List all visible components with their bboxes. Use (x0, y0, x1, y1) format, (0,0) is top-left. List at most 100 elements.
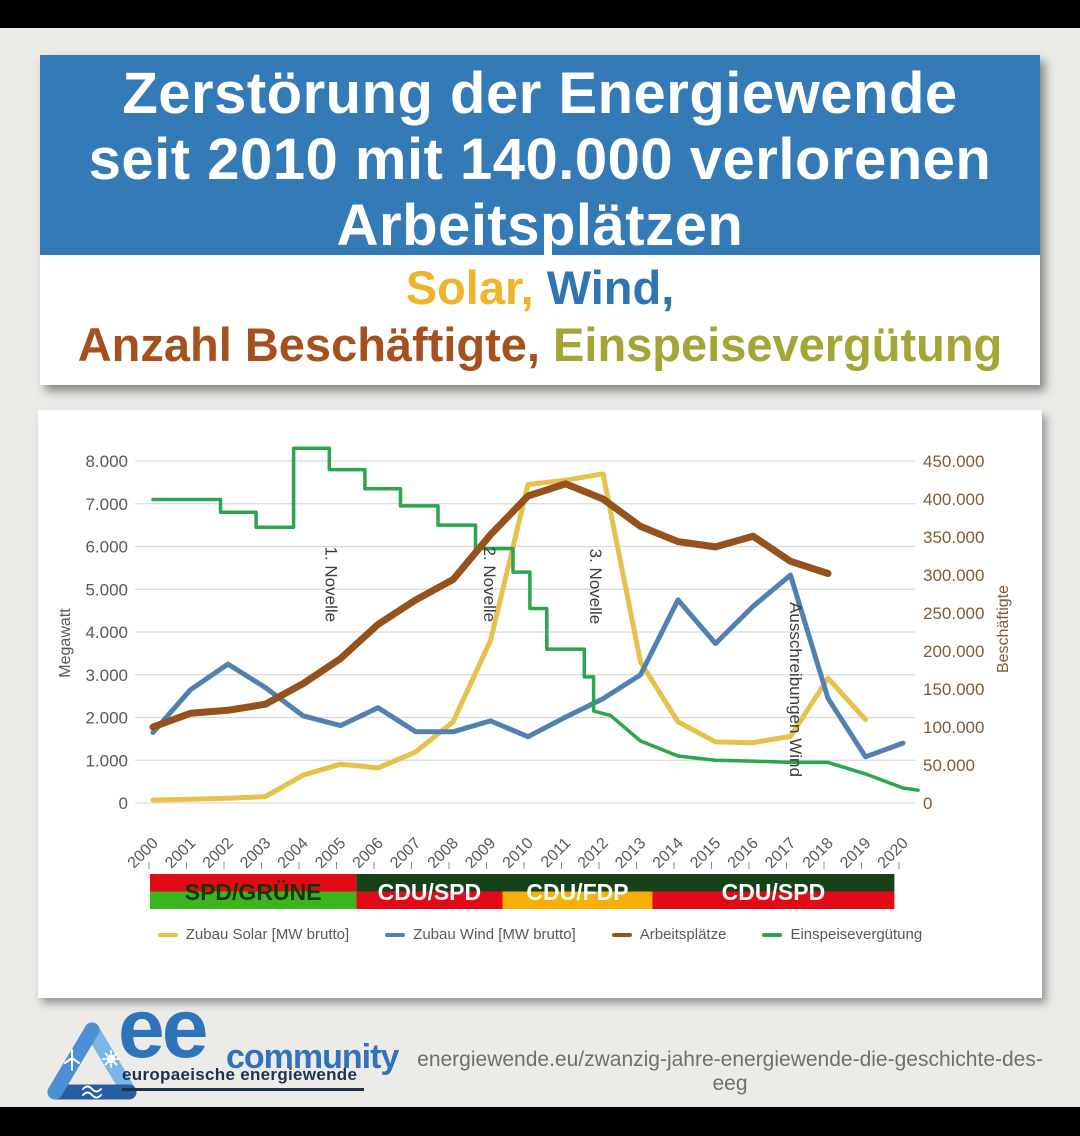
x-axis-year-label: 2006 (350, 835, 387, 872)
source-url: energiewende.eu/zwanzig-jahre-energiewen… (417, 1048, 1043, 1095)
x-axis-year-label: 2015 (687, 835, 724, 872)
left-axis-tick-label: 5.000 (85, 580, 128, 599)
legend-label: Arbeitsplätze (639, 926, 727, 943)
legend-dash-icon (157, 932, 178, 937)
coalition-label: SPD/GRÜNE (185, 879, 322, 905)
right-axis-tick-label: 0 (923, 794, 932, 813)
subtitle-segment: Wind, (546, 261, 675, 314)
x-axis-year-label: 2008 (425, 835, 462, 872)
left-axis-tick-label: 8.000 (85, 452, 128, 471)
chart-annotation: Ausschreibungen Wind (786, 602, 805, 777)
series-zubau-solar-mw-brutto- (150, 471, 868, 803)
right-axis-tick-label: 250.000 (923, 604, 984, 623)
subtitle-segment: Anzahl Beschäftigte, (77, 318, 554, 371)
coalition-bar-top (502, 874, 653, 892)
x-axis-year-label: 2001 (162, 835, 199, 872)
x-axis-year-label: 2012 (575, 835, 612, 872)
content-panel: Zerstörung der Energiewende seit 2010 mi… (0, 28, 1080, 1107)
right-axis-tick-label: 100.000 (923, 718, 984, 737)
coalition-label: CDU/SPD (722, 879, 826, 905)
coalition-bar-top (150, 874, 357, 892)
logo-sun-icon (102, 1050, 120, 1068)
right-axis-tick-label: 200.000 (923, 642, 984, 661)
x-axis-year-label: 2010 (500, 835, 537, 872)
x-axis-year-label: 2007 (387, 835, 424, 872)
x-axis-year-label: 2017 (762, 835, 799, 872)
brand-name-suffix: community (226, 1038, 399, 1076)
right-axis-tick-label: 400.000 (923, 490, 984, 509)
left-axis-tick-label: 2.000 (85, 709, 128, 728)
brand-logo-icon (47, 1022, 137, 1100)
legend-dash-icon (611, 932, 632, 937)
legend-label: Zubau Wind [MW brutto] (413, 926, 576, 943)
x-axis-year-label: 2019 (837, 835, 874, 872)
legend-label: Zubau Solar [MW brutto] (185, 926, 350, 943)
coalition-label: CDU/SPD (378, 879, 482, 905)
coalition-bar-bottom (356, 891, 503, 909)
right-axis-tick-label: 150.000 (923, 680, 984, 699)
x-axis-year-label: 2003 (237, 835, 274, 872)
left-axis-tick-label: 1.000 (85, 751, 128, 770)
legend-item: Zubau Solar [MW brutto] (157, 926, 350, 943)
title-line-3: Arbeitsplätzen (336, 193, 744, 258)
right-axis-tick-label: 300.000 (923, 566, 984, 585)
brand-underline (122, 1088, 364, 1091)
logo-wind-turbine-icon (64, 1049, 80, 1071)
left-axis-tick-label: 3.000 (85, 666, 128, 685)
x-axis-year-label: 2009 (462, 835, 499, 872)
brand-tagline: europaeische energiewende (122, 1065, 358, 1084)
chart-card: 0 1.000 2.000 3.000 4.000 5.000 6.000 7.000 8.00… (38, 410, 1042, 998)
legend-item: Einspeisevergütung (762, 926, 922, 943)
right-axis-tick-label: 50.000 (923, 756, 975, 775)
x-axis-year-label: 2013 (612, 835, 649, 872)
legend-dash-icon (762, 932, 783, 937)
legend-item: Zubau Wind [MW brutto] (385, 926, 576, 943)
x-axis-year-label: 2014 (650, 835, 687, 872)
header-card: Zerstörung der Energiewende seit 2010 mi… (40, 55, 1040, 385)
right-axis-tick-label: 450.000 (923, 452, 984, 471)
footer: ee community europaeische energiewende e… (0, 986, 1080, 1107)
subtitle: Solar, Wind, Anzahl Beschäftigte, Einspei… (40, 255, 1040, 385)
series-einspeiseverg-tung (151, 446, 920, 792)
coalition-bar-top (356, 874, 503, 892)
subtitle-line-1: Solar, Wind, (40, 259, 1040, 316)
coalition-label: CDU/FDP (526, 879, 628, 905)
chart-legend: Zubau Solar [MW brutto] Zubau Wind [MW br… (38, 926, 1042, 943)
right-axis-title: Beschäftigte (995, 585, 1012, 673)
x-axis-year-label: 2005 (312, 835, 349, 872)
left-axis-tick-label: 6.000 (85, 538, 128, 557)
chart-annotation: 1. Novelle (322, 547, 341, 623)
title-line-1: Zerstörung der Energiewende (122, 61, 958, 126)
left-axis-tick-label: 4.000 (85, 623, 128, 642)
x-axis-year-label: 2000 (125, 835, 162, 872)
coalition-bar-bottom (502, 891, 653, 909)
right-axis-tick-label: 350.000 (923, 528, 984, 547)
x-axis-year-label: 2002 (200, 835, 237, 872)
page-title: Zerstörung der Energiewende seit 2010 mi… (40, 55, 1040, 259)
legend-item: Arbeitsplätze (611, 926, 727, 943)
line-chart: 0 1.000 2.000 3.000 4.000 5.000 6.000 7.000 8.00… (57, 446, 1012, 909)
chart-annotation: 2. Novelle (480, 547, 499, 623)
x-axis-year-label: 2016 (725, 835, 762, 872)
chart-annotation: 3. Novelle (586, 549, 605, 625)
logo-left-face (47, 1022, 100, 1100)
left-axis-tick-label: 0 (119, 794, 128, 813)
x-axis-year-label: 2020 (875, 835, 912, 872)
logo-waves-icon (82, 1085, 102, 1099)
title-line-2: seit 2010 mit 140.000 verlorenen (88, 127, 992, 192)
subtitle-line-2: Anzahl Beschäftigte, Einspeisevergütung (40, 316, 1040, 373)
x-axis-year-label: 2011 (538, 835, 574, 871)
coalition-bar-top (652, 874, 895, 892)
top-border (0, 0, 1080, 28)
title-banner: Zerstörung der Energiewende seit 2010 mi… (40, 55, 1040, 258)
x-axis-year-label: 2004 (275, 835, 312, 872)
subtitle-segment: Solar, (405, 261, 547, 314)
left-axis-tick-label: 7.000 (85, 495, 128, 514)
subtitle-segment: Einspeisevergütung (553, 318, 1003, 371)
coalition-bar-bottom (652, 891, 895, 909)
brand-name: ee (118, 981, 208, 1075)
coalition-bar-bottom (150, 891, 357, 909)
left-axis-title: Megawatt (57, 608, 74, 678)
bottom-border (0, 1107, 1080, 1136)
